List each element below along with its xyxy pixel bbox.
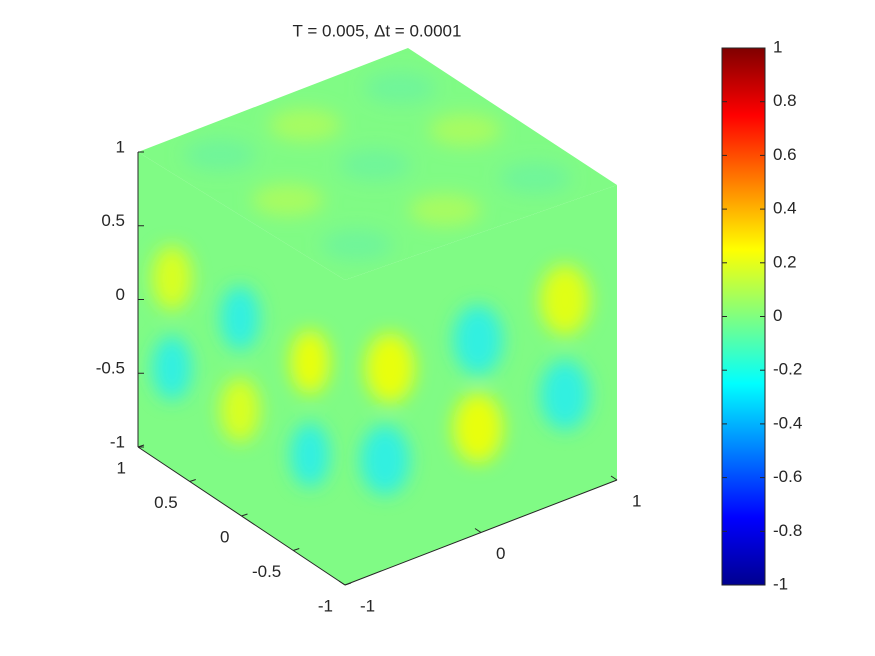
colorbar	[721, 47, 766, 586]
y-tick-label: -0.5	[252, 562, 281, 581]
cube	[138, 48, 617, 585]
y-tick-label: 0.5	[154, 493, 178, 512]
left-face	[138, 152, 345, 585]
y-tick-label: 1	[117, 458, 126, 477]
x-tick	[474, 528, 482, 533]
colorbar-tick-label: -0.6	[773, 467, 802, 486]
x-tick-label: 1	[632, 491, 641, 510]
colorbar-tick-label: 0.8	[773, 91, 797, 110]
left-pattern	[152, 246, 330, 487]
y-tick	[241, 513, 248, 517]
chart-title: T = 0.005, Δt = 0.0001	[293, 21, 462, 40]
colorbar-tick-label: 0	[773, 306, 782, 325]
colorbar-tick-label: -0.8	[773, 521, 802, 540]
x-tick-label: -1	[360, 596, 375, 615]
x-tick	[610, 475, 618, 481]
y-tick	[137, 444, 145, 448]
z-tick-label: -1	[110, 432, 125, 451]
colorbar-tick-label: 0.6	[773, 145, 797, 164]
x-tick-label: 0	[496, 544, 505, 563]
colorbar-tick-label: -0.4	[773, 413, 802, 432]
y-tick	[344, 582, 352, 586]
y-tick	[293, 548, 300, 551]
colorbar-tick-label: -1	[773, 574, 788, 593]
y-tick-label: 0	[220, 527, 229, 546]
z-tick-label: 0	[116, 285, 125, 304]
z-tick-label: 0.5	[101, 211, 125, 230]
z-tick-label: -0.5	[96, 359, 125, 378]
colorbar-tick-label: 1	[773, 37, 782, 56]
y-tick	[189, 479, 196, 482]
y-tick-label: -1	[318, 596, 333, 615]
colorbar-tick-label: -0.2	[773, 360, 802, 379]
colorbar-tick-label: 0.2	[773, 252, 797, 271]
z-tick-label: 1	[116, 137, 125, 156]
top-pattern	[184, 72, 571, 261]
colorbar-tick-label: 0.4	[773, 199, 797, 218]
x-tick	[338, 580, 346, 586]
right-pattern	[360, 265, 590, 495]
